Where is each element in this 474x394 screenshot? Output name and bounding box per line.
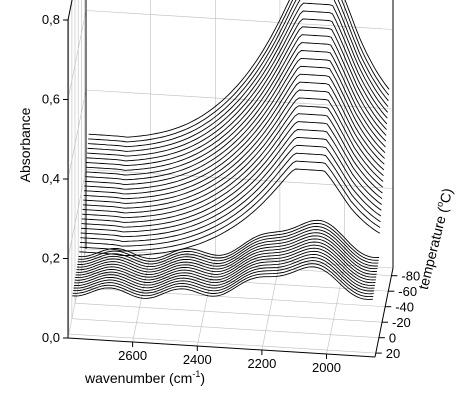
spectrum-curve: [85, 42, 387, 181]
grid-line-y-left: [67, 10, 87, 100]
x-tick-label: 2000: [312, 360, 341, 375]
spectrum-curve: [82, 105, 384, 219]
spectrum-curve: [85, 34, 387, 176]
z-axis-title: temperature (oC): [414, 186, 456, 291]
spectrum-curve: [76, 235, 378, 273]
spectrum-curve: [80, 144, 382, 242]
grid-line-y-left: [67, 0, 73, 21]
x-axis-title: wavenumber (cm-1): [84, 369, 205, 386]
grid-line-x-floor: [197, 256, 216, 347]
z-tick-label: 0: [389, 331, 396, 346]
spectrum-curve: [83, 73, 385, 200]
z-axis-line: [374, 267, 394, 358]
grid-line-z-floor: [74, 302, 383, 323]
spectrum-curve: [86, 10, 388, 162]
grid-line-y-back: [85, 169, 394, 189]
grid-line-y-left: [67, 169, 87, 259]
y-tick-label: 0,0: [42, 330, 60, 345]
spectrum-curve: [79, 152, 381, 247]
spectrum-curve: [86, 18, 388, 167]
spectrum-curve: [77, 226, 379, 265]
spectrum-curve: [88, 0, 390, 143]
spectrum-curve: [80, 136, 382, 238]
z-tick-label: -60: [398, 284, 417, 299]
spectrum-curve: [82, 97, 384, 214]
z-tick-label: -20: [392, 315, 411, 330]
spectrum-curve: [74, 250, 376, 286]
spectrum-curve: [74, 247, 376, 284]
x-tick-label: 2200: [247, 356, 276, 371]
spectrum-curve: [73, 260, 374, 295]
grid-line-x-floor: [132, 252, 151, 343]
z-tick-label: -40: [395, 300, 414, 315]
x-axis-line: [67, 337, 376, 358]
spectrum-curve: [78, 219, 380, 260]
spectrum-curve: [84, 57, 386, 190]
box-edge-top-left: [67, 0, 73, 21]
grid-line-x-floor: [326, 264, 345, 355]
spectrum-curve: [81, 113, 383, 223]
spectrum-curve: [76, 232, 378, 270]
spectrum-curve: [87, 0, 389, 152]
spectrum-curve: [82, 89, 384, 209]
spectrum-curve: [73, 253, 375, 289]
grid-line-y-left: [67, 89, 87, 180]
z-tick-label: -80: [401, 269, 420, 284]
spectrum-curve: [84, 65, 385, 195]
spectrum-curve: [79, 160, 381, 252]
spectrum-curve: [72, 266, 373, 300]
curve-layer: [72, 0, 390, 300]
spectrum-curve: [73, 257, 375, 292]
spectrum-curve: [87, 0, 389, 148]
spectrum-curve: [75, 241, 377, 278]
spectrum-curve: [79, 168, 381, 257]
spectrum-curve: [81, 129, 382, 233]
y-tick-label: 0,6: [42, 92, 60, 107]
spectrum-curve: [81, 121, 383, 228]
x-tick-label: 2400: [183, 352, 212, 367]
grid-line-z-floor: [68, 333, 376, 354]
y-tick-label: 0,2: [42, 251, 60, 266]
spectrum-curve: [83, 81, 385, 204]
spectrum-curve: [76, 238, 377, 276]
spectrum-curve: [85, 26, 387, 171]
spectrum-curve: [84, 50, 386, 185]
y-axis-title: Absorbance: [17, 107, 33, 182]
x-tick-label: 2600: [118, 348, 147, 363]
spectrum-curve: [88, 0, 390, 138]
spectrum-curve: [78, 222, 379, 262]
grid-line-z-floor: [71, 318, 379, 338]
z-tick-label: 20: [386, 346, 400, 361]
spectrum-curve: [77, 229, 378, 268]
spectrum-curve: [72, 263, 374, 298]
y-tick-label: 0,4: [42, 171, 60, 186]
grid-line-x-floor: [261, 260, 281, 351]
spectrum-curve: [75, 244, 376, 281]
axis-layer: 0,0 0,2 0,4 0,6 0,8 2600 2400 2200 2000 -80-60-40…: [42, 0, 420, 375]
y-tick-label: 0,8: [42, 12, 60, 27]
spectrum-curve: [87, 2, 388, 157]
